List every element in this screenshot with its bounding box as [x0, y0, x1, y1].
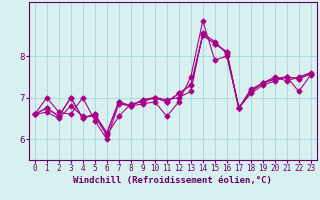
- X-axis label: Windchill (Refroidissement éolien,°C): Windchill (Refroidissement éolien,°C): [73, 176, 272, 185]
